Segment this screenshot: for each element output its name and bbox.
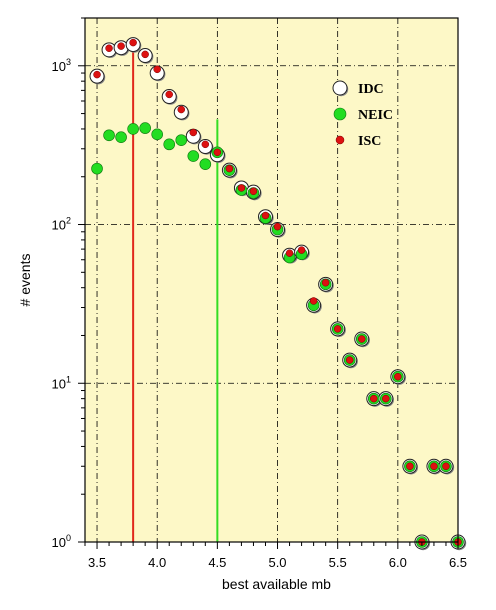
plot-background (85, 18, 458, 542)
isc-point (165, 90, 173, 99)
legend: IDC NEIC ISC (332, 80, 393, 149)
y-tick-label: 100 (52, 533, 71, 550)
isc-point (309, 297, 318, 305)
x-tick-label: 5.0 (268, 555, 286, 570)
x-tick-label: 5.5 (329, 555, 347, 570)
y-tick-label: 102 (52, 216, 71, 233)
y-tick-label: 103 (52, 57, 71, 74)
x-tick-label: 6.5 (449, 555, 467, 570)
isc-point (370, 394, 378, 403)
isc-point (105, 44, 113, 52)
isc-point (442, 462, 450, 471)
legend-label-neic: NEIC (358, 108, 393, 123)
y-tick-label: 101 (52, 374, 71, 391)
isc-point (93, 70, 101, 79)
neic-point (127, 123, 139, 135)
x-axis-title: best available mb (222, 576, 331, 592)
neic-point (139, 122, 151, 134)
isc-point (141, 50, 149, 59)
legend-isc-marker (335, 135, 345, 145)
isc-point (201, 140, 210, 149)
neic-point (199, 158, 212, 170)
neic-point (163, 138, 176, 151)
y-axis-ticks: 100 101 102 103 (52, 17, 85, 550)
isc-point (117, 42, 125, 50)
isc-point (333, 325, 342, 333)
isc-point (430, 462, 438, 471)
isc-point (357, 335, 366, 343)
x-tick-label: 3.5 (88, 555, 106, 570)
isc-point (345, 356, 354, 364)
legend-label-idc: IDC (358, 82, 384, 97)
x-tick-label: 4.0 (148, 555, 166, 570)
isc-point (129, 38, 137, 47)
legend-idc-marker (332, 80, 348, 96)
neic-point (151, 128, 163, 141)
neic-point (91, 162, 103, 175)
isc-point (297, 246, 306, 254)
x-tick-label: 6.0 (389, 555, 407, 570)
isc-point (249, 187, 258, 196)
neic-point (115, 131, 127, 143)
isc-point (406, 462, 414, 471)
isc-point (394, 372, 402, 381)
legend-label-isc: ISC (358, 134, 381, 149)
neic-point (187, 150, 200, 162)
isc-point (237, 184, 246, 192)
isc-point (225, 164, 234, 173)
isc-point (382, 394, 390, 403)
x-tick-label: 4.5 (208, 555, 226, 570)
isc-point (189, 128, 198, 137)
y-axis-title: # events (17, 254, 33, 307)
plot-frame (84, 17, 459, 543)
isc-point (177, 105, 186, 114)
neic-point (175, 134, 188, 146)
isc-point (273, 222, 282, 231)
neic-point (103, 129, 115, 142)
isc-point (153, 65, 161, 74)
x-axis-ticks: 3.5 4.0 4.5 5.0 5.5 6.0 6.5 (84, 542, 467, 570)
isc-point (261, 211, 270, 220)
isc-point (285, 249, 294, 257)
legend-neic-marker (333, 107, 347, 121)
isc-point (213, 148, 222, 157)
isc-point (321, 278, 330, 287)
